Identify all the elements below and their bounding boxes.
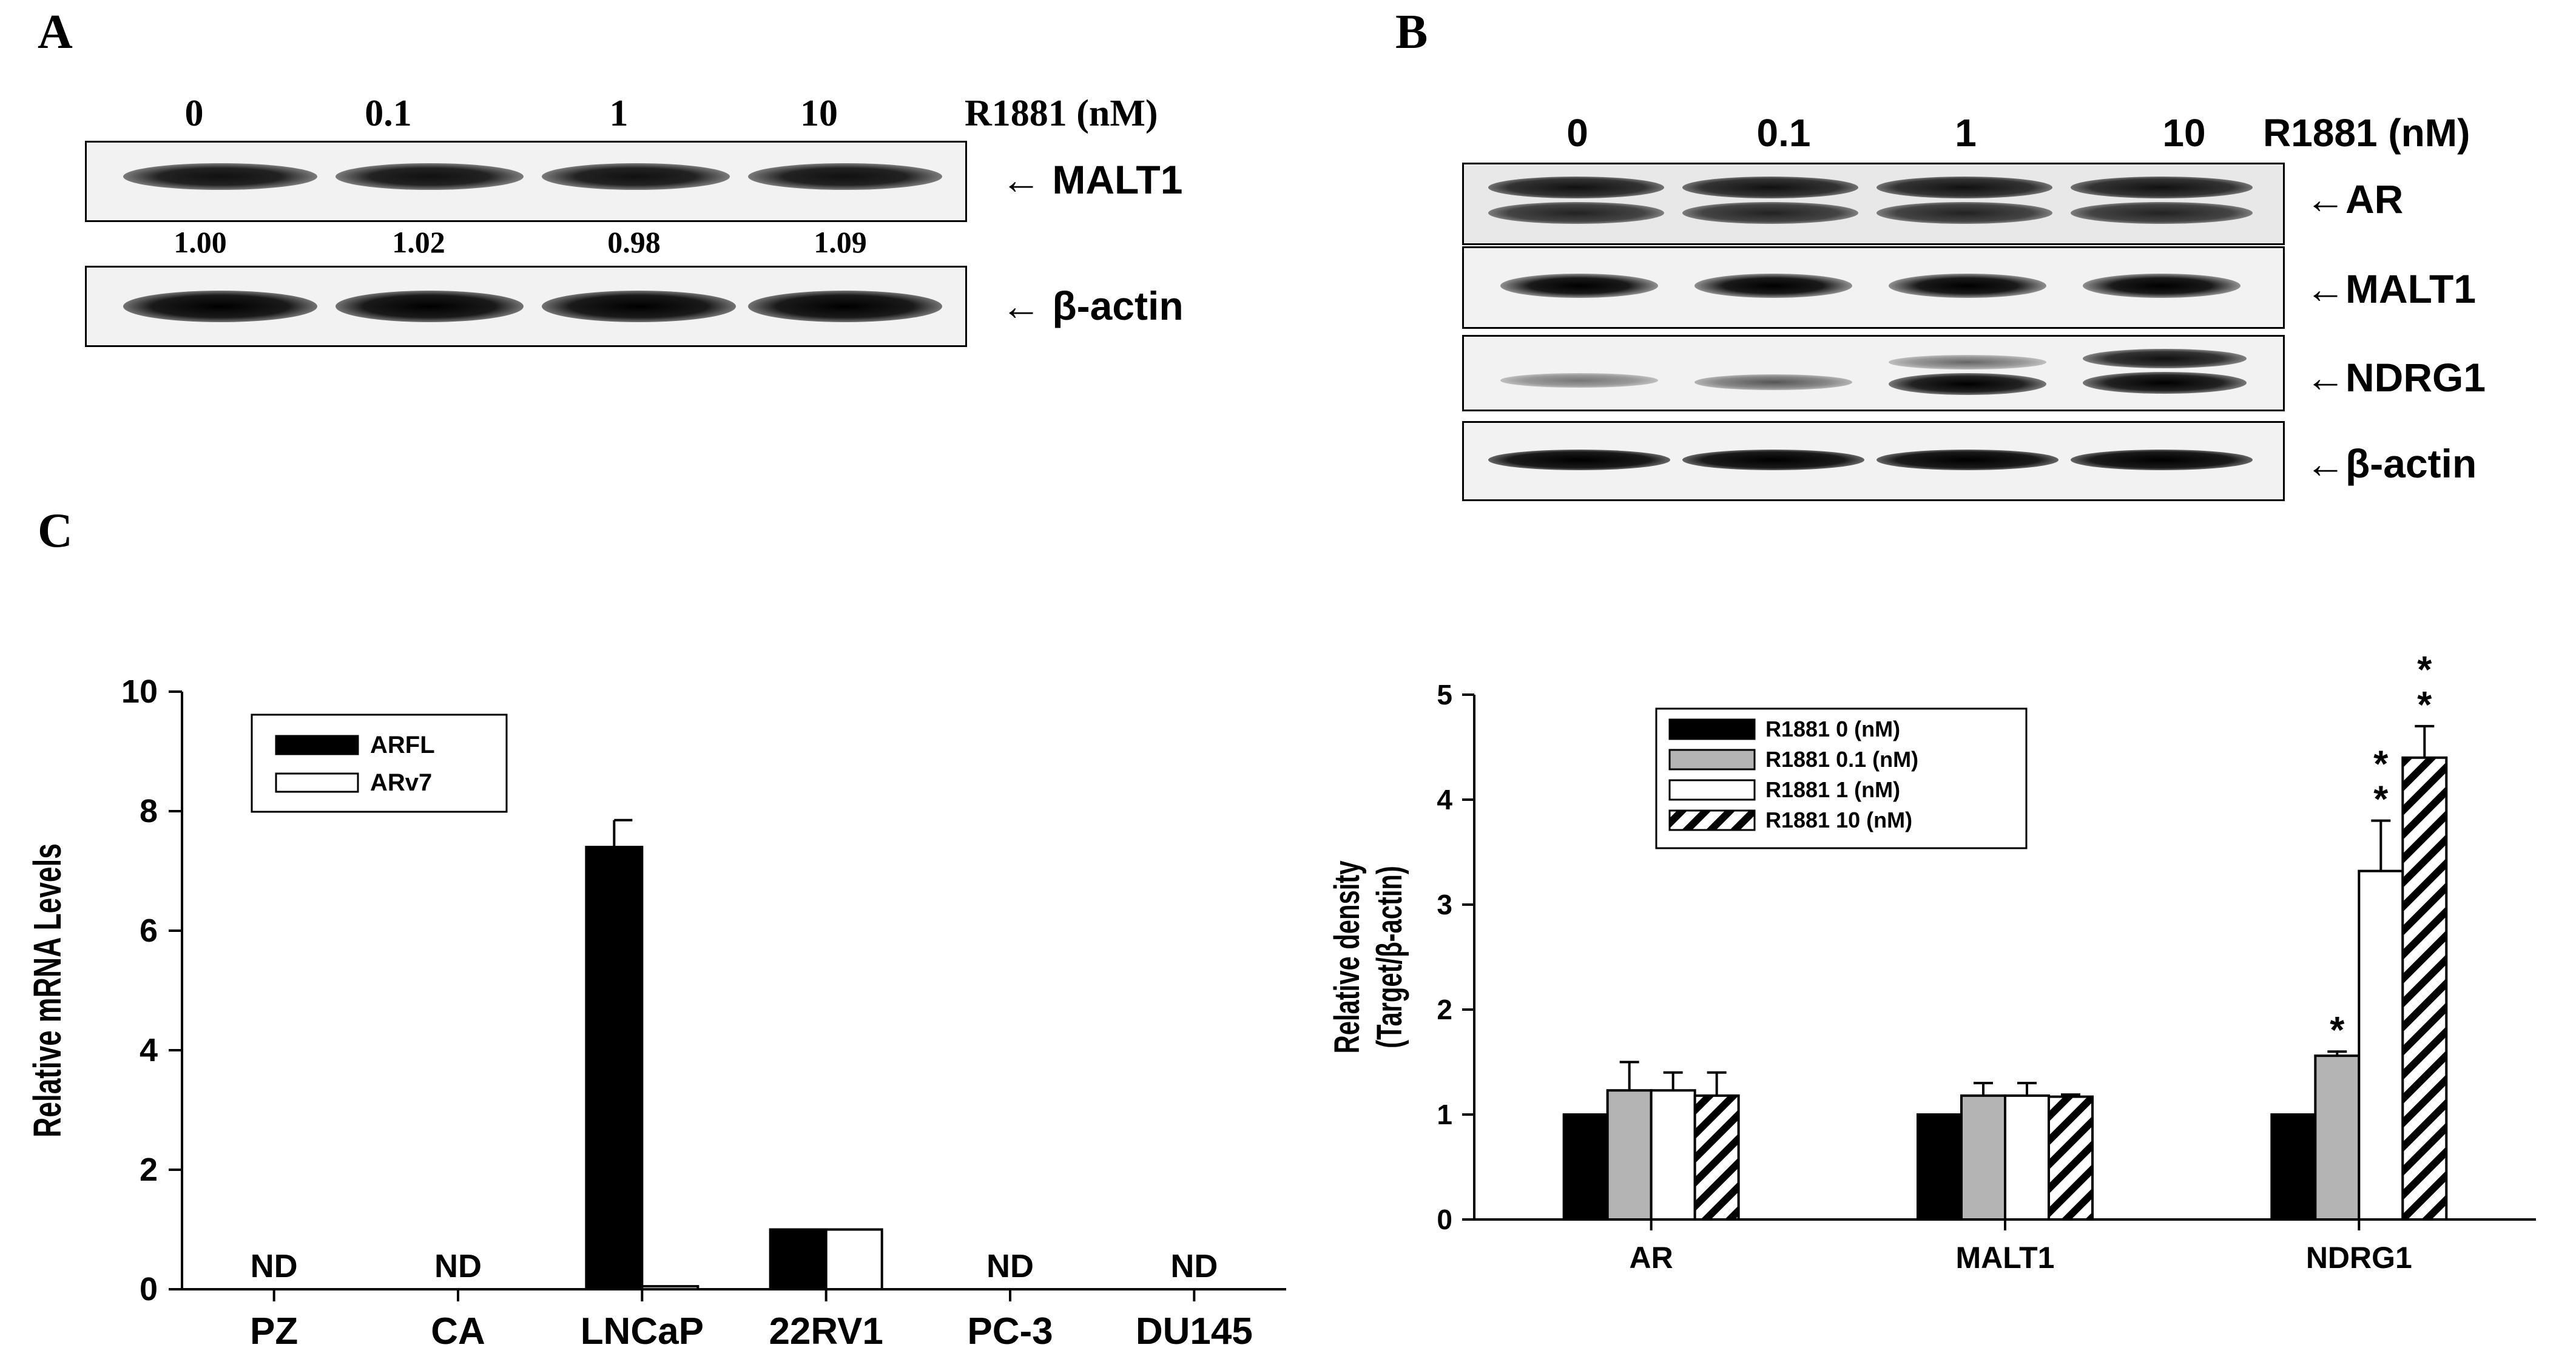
x-tick-label: PC-3 xyxy=(967,1310,1053,1352)
x-tick-label: MALT1 xyxy=(1956,1241,2055,1275)
y-tick-label: 4 xyxy=(140,1032,158,1068)
x-tick-label: LNCaP xyxy=(581,1310,704,1352)
panel-a-quant-0: 1.00 xyxy=(174,225,227,259)
panel-b-lane-3: 10 xyxy=(2162,111,2206,155)
y-tick-label: 3 xyxy=(1437,889,1452,920)
y-tick-label: 2 xyxy=(140,1152,158,1188)
panel-a-lane-1: 0.1 xyxy=(365,93,412,134)
panel-a-malt1-label: ← MALT1 xyxy=(1001,157,1183,202)
panel-b-actin-label: ←β-actin xyxy=(2305,441,2477,486)
panel-c-letter: C xyxy=(38,504,73,558)
panel-b-treatment-label: R1881 (nM) xyxy=(2263,111,2470,155)
legend-label: R1881 10 (nM) xyxy=(1765,808,1912,832)
legend-swatch-arv7 xyxy=(275,772,359,793)
panel-b-ndrg1-label: ←NDRG1 xyxy=(2305,355,2486,400)
x-tick-label: PZ xyxy=(250,1310,298,1352)
bar xyxy=(1917,1113,1963,1221)
panel-b-lane-0: 0 xyxy=(1566,111,1588,155)
x-tick-label: DU145 xyxy=(1136,1310,1253,1352)
panel-b-ar-label: ←AR xyxy=(2305,177,2404,221)
panel-a-lane-0: 0 xyxy=(184,93,204,134)
bar xyxy=(2004,1094,2050,1221)
bar xyxy=(1606,1089,1653,1221)
bar xyxy=(1693,1094,1740,1221)
bar xyxy=(1562,1113,1609,1221)
panel-b-malt1-blot xyxy=(1462,246,2285,329)
panel-a-letter: A xyxy=(38,5,73,59)
bar xyxy=(2314,1054,2361,1221)
panel-b-ar-blot xyxy=(1462,163,2285,245)
significance-star: * xyxy=(2417,649,2432,691)
bar xyxy=(2401,756,2448,1221)
nd-label: ND xyxy=(1170,1248,1218,1284)
legend-swatch xyxy=(1668,749,1756,771)
y-tick-label: 4 xyxy=(1437,784,1452,815)
nd-label: ND xyxy=(986,1248,1034,1284)
panel-a-actin-blot xyxy=(85,266,967,347)
panel-b-malt1-label: ←MALT1 xyxy=(2305,266,2477,311)
panel-b-lane-1: 0.1 xyxy=(1756,111,1811,155)
legend-label: R1881 1 (nM) xyxy=(1765,777,1900,802)
significance-star: * xyxy=(2330,1010,2345,1051)
panel-b-ndrg1-blot xyxy=(1462,335,2285,411)
legend-label: R1881 0.1 (nM) xyxy=(1765,747,1918,772)
y-axis-label: Relative density xyxy=(1327,861,1366,1054)
legend-swatch xyxy=(1668,718,1756,740)
legend-label-arfl: ARFL xyxy=(370,732,435,758)
significance-star: * xyxy=(2373,744,2389,786)
panel-a-quant-1: 1.02 xyxy=(392,225,445,259)
bar xyxy=(2270,1113,2317,1221)
panel-a-lane-3: 10 xyxy=(800,93,838,134)
x-tick-label: CA xyxy=(431,1310,485,1352)
panel-a-quant-2: 0.98 xyxy=(607,225,661,259)
legend-label: R1881 0 (nM) xyxy=(1765,717,1900,741)
y-tick-label: 0 xyxy=(1437,1204,1452,1235)
panel-b-actin-blot xyxy=(1462,421,2285,501)
bar-arv7 xyxy=(824,1228,883,1290)
y-axis-label-2: (Target/β-actin) xyxy=(1369,866,1409,1048)
x-tick-label: AR xyxy=(1630,1241,1673,1275)
y-tick-label: 0 xyxy=(140,1271,158,1307)
panel-a-actin-label: ← β-actin xyxy=(1001,283,1184,328)
mrna-bar-chart: 0 2 4 6 8 10 Relative mRNA Levels PZ CA LNCaP 22RV… xyxy=(26,673,1286,1352)
y-tick-label: 5 xyxy=(1437,679,1452,710)
legend-swatch-arfl xyxy=(275,735,359,755)
panel-a-treatment-label: R1881 (nM) xyxy=(965,93,1158,134)
y-tick-label: 8 xyxy=(140,793,158,829)
y-tick-label: 10 xyxy=(121,673,158,710)
nd-label: ND xyxy=(251,1248,298,1284)
bar xyxy=(2358,869,2404,1221)
bar-arfl xyxy=(769,1228,828,1290)
panel-a-lane-2: 1 xyxy=(609,93,629,134)
nd-label: ND xyxy=(434,1248,482,1284)
panel-a-malt1-blot xyxy=(85,141,967,222)
bar xyxy=(1650,1089,1696,1221)
x-tick-label: NDRG1 xyxy=(2306,1241,2412,1275)
panel-b-lane-2: 1 xyxy=(1955,111,1977,155)
bar-arv7 xyxy=(641,1285,700,1290)
x-tick-label: 22RV1 xyxy=(769,1310,883,1352)
significance-star: * xyxy=(2373,779,2389,821)
legend-swatch xyxy=(1668,809,1756,831)
panel-a-quant-3: 1.09 xyxy=(814,225,867,259)
legend-label-arv7: ARv7 xyxy=(370,769,432,796)
y-tick-label: 2 xyxy=(1437,994,1452,1025)
significance-star: * xyxy=(2417,684,2432,726)
panel-b-letter: B xyxy=(1395,5,1428,59)
y-tick-label: 1 xyxy=(1437,1099,1452,1130)
y-axis-label: Relative mRNA Levels xyxy=(26,843,69,1138)
legend-box xyxy=(251,713,508,813)
bar xyxy=(2048,1095,2094,1221)
y-tick-label: 6 xyxy=(140,912,158,949)
bar-arfl xyxy=(585,846,644,1291)
bar xyxy=(1960,1094,2006,1221)
density-bar-chart: 0 1 2 3 4 5 Relative density (Target/β-actin) AR… xyxy=(1327,649,2536,1275)
legend-swatch xyxy=(1668,779,1756,801)
